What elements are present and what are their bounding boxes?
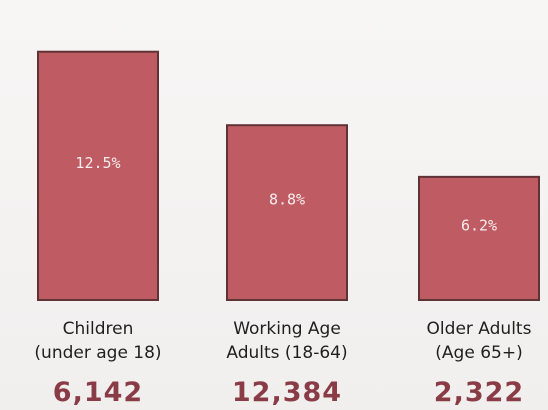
category-label-3-line-2: (Age 65+) bbox=[435, 343, 522, 363]
count-label-3: 2,322 bbox=[434, 377, 524, 408]
bar-value-label-2: 8.8% bbox=[269, 191, 305, 209]
bar-1 bbox=[37, 50, 159, 301]
category-label-1-line-2: (under age 18) bbox=[34, 343, 161, 363]
bar-value-label-3: 6.2% bbox=[461, 216, 497, 234]
count-label-1: 6,142 bbox=[53, 377, 143, 408]
category-label-3-line-1: Older Adults bbox=[427, 319, 532, 339]
bar-2 bbox=[226, 124, 348, 301]
category-label-2-line-1: Working Age bbox=[233, 319, 341, 339]
count-label-2: 12,384 bbox=[232, 377, 342, 408]
bar-value-label-1: 12.5% bbox=[75, 154, 120, 172]
bar-3 bbox=[418, 175, 540, 302]
category-label-2-line-2: Adults (18-64) bbox=[226, 343, 347, 363]
category-label-1-line-1: Children bbox=[63, 319, 134, 339]
